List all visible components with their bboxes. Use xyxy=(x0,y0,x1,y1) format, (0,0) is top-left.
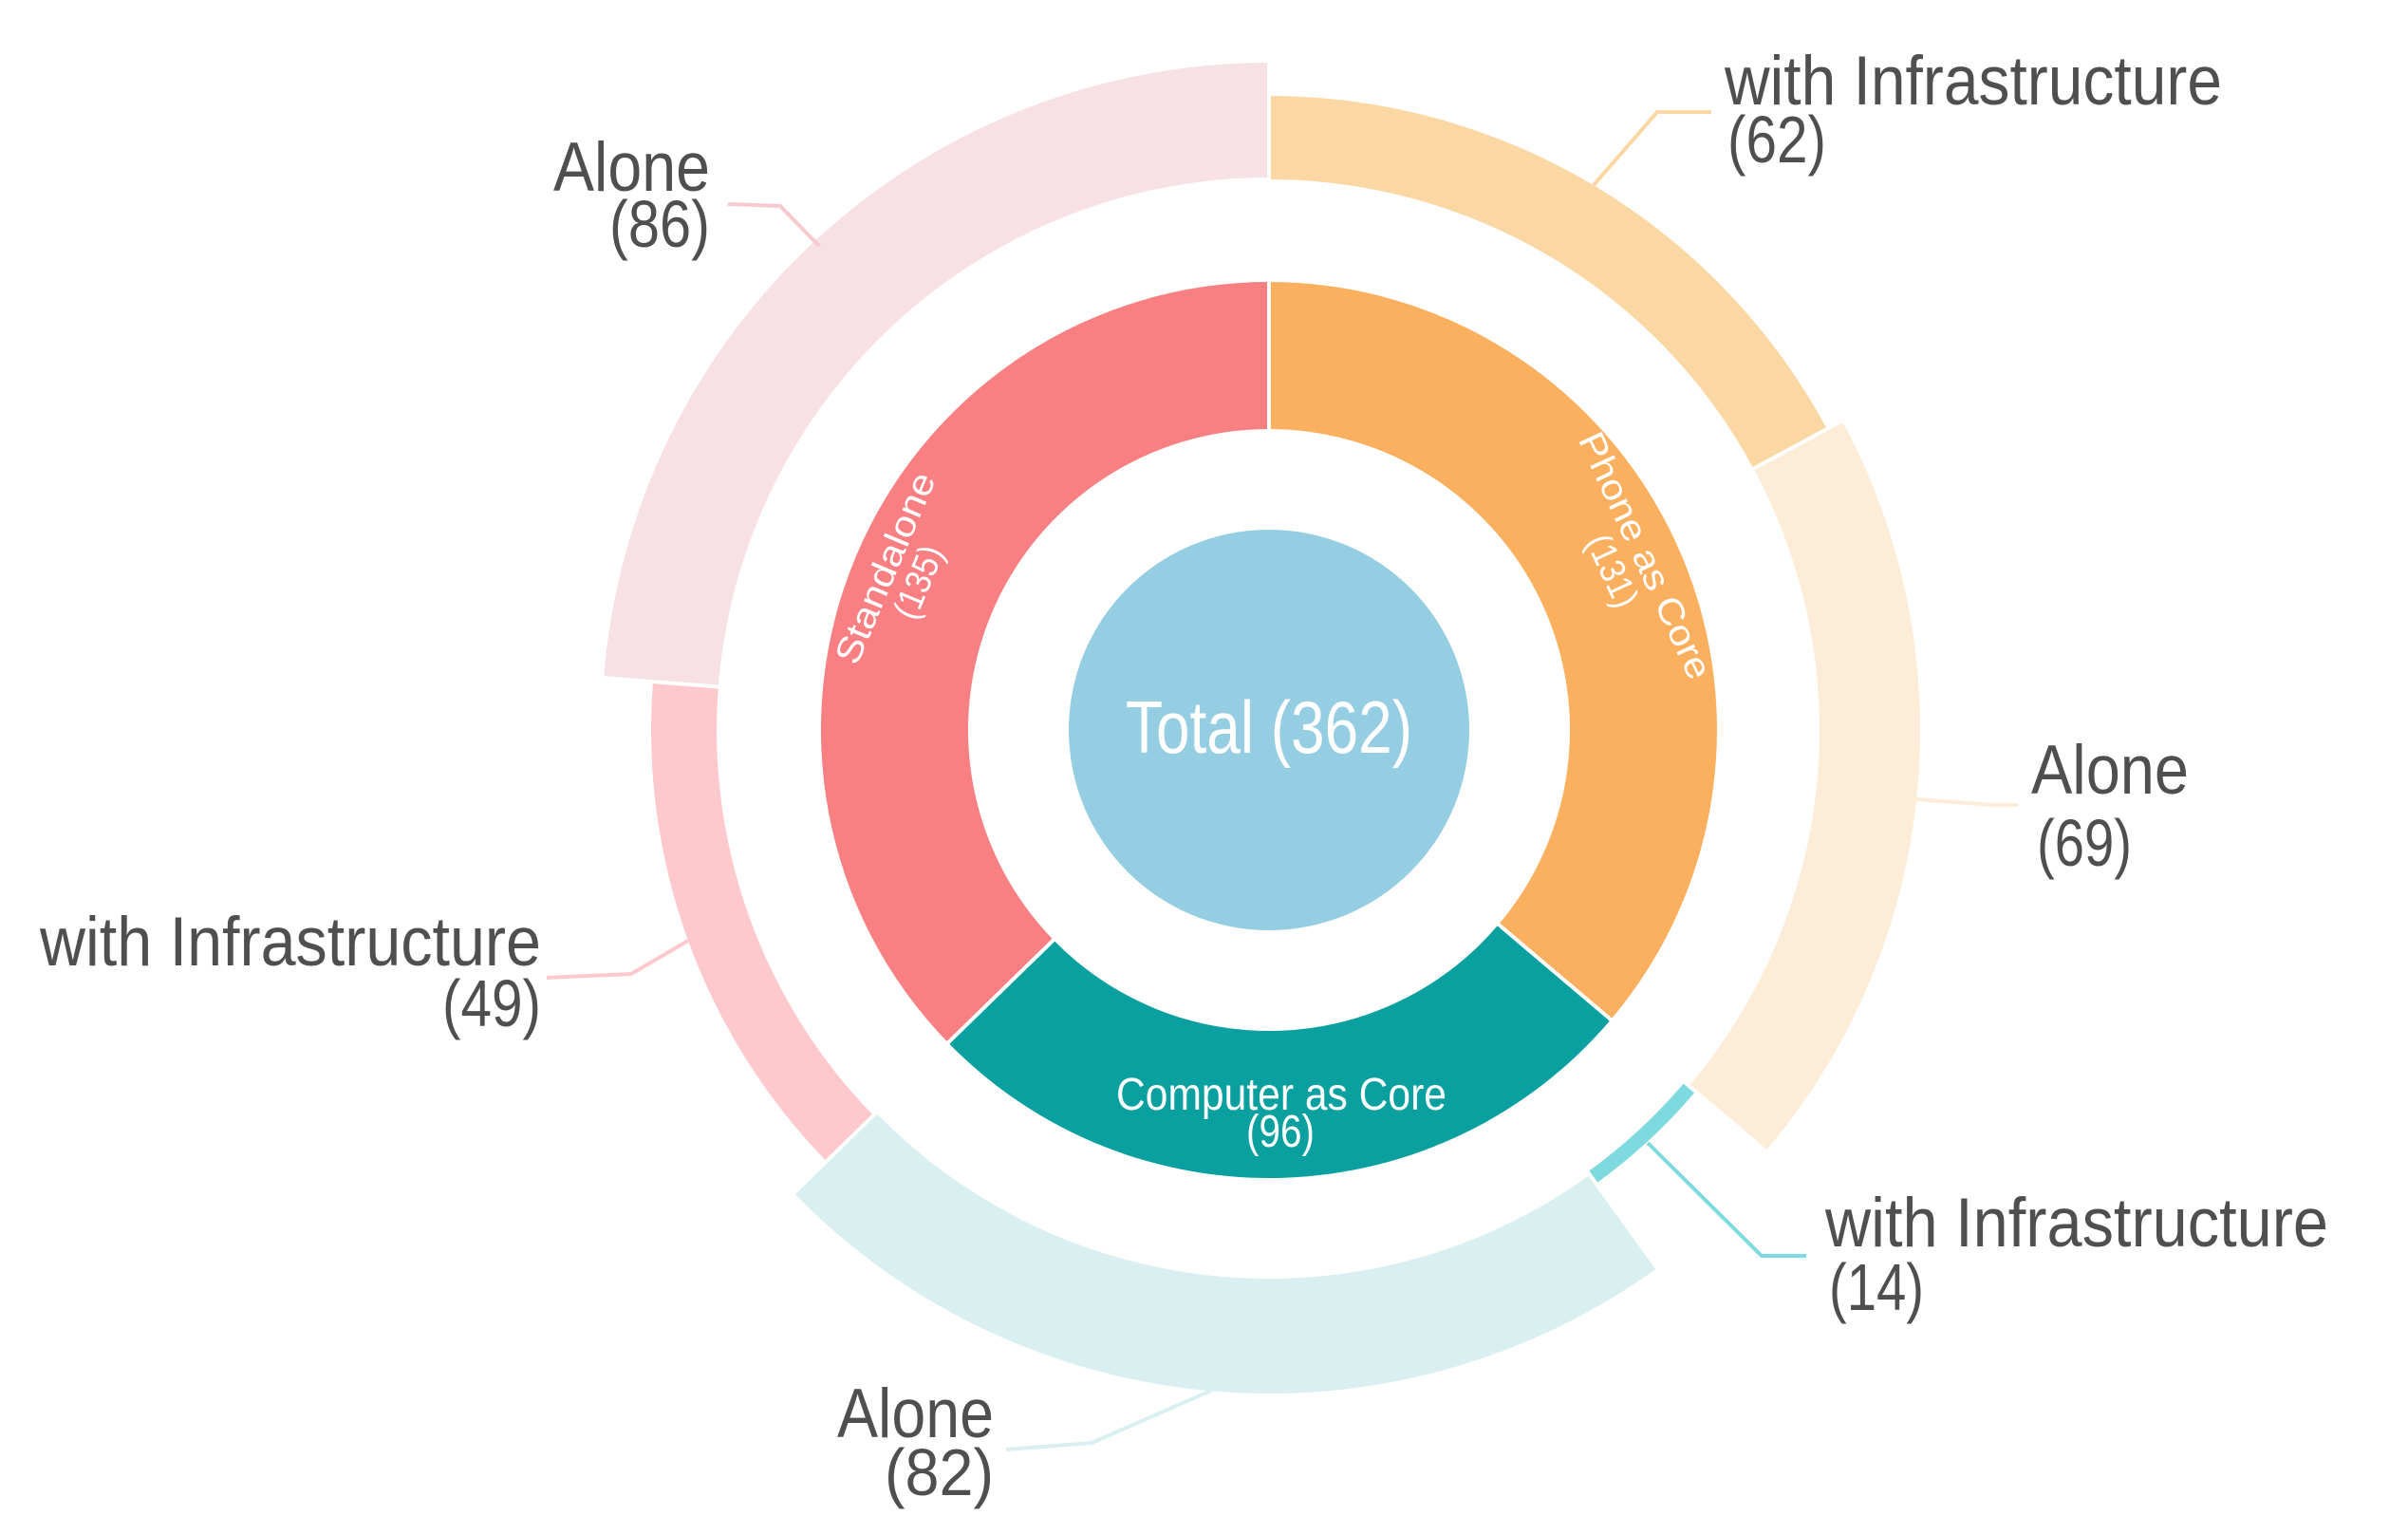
svg-text:Computer as Core: Computer as Core xyxy=(1116,1070,1447,1120)
svg-text:Alone: Alone xyxy=(837,1375,994,1452)
svg-text:(14): (14) xyxy=(1829,1250,1924,1324)
svg-text:with Infrastructure: with Infrastructure xyxy=(1824,1185,2328,1262)
svg-text:(82): (82) xyxy=(885,1435,994,1509)
svg-text:with Infrastructure: with Infrastructure xyxy=(39,904,541,981)
svg-text:Alone: Alone xyxy=(2031,732,2189,809)
svg-text:(62): (62) xyxy=(1727,103,1826,177)
svg-text:(96): (96) xyxy=(1246,1107,1315,1157)
svg-text:with Infrastructure: with Infrastructure xyxy=(1724,43,2222,120)
svg-text:(69): (69) xyxy=(2037,806,2132,880)
svg-text:(86): (86) xyxy=(609,187,710,261)
svg-text:Alone: Alone xyxy=(553,129,710,206)
svg-text:(49): (49) xyxy=(442,966,541,1040)
svg-text:Total (362): Total (362) xyxy=(1126,685,1412,769)
